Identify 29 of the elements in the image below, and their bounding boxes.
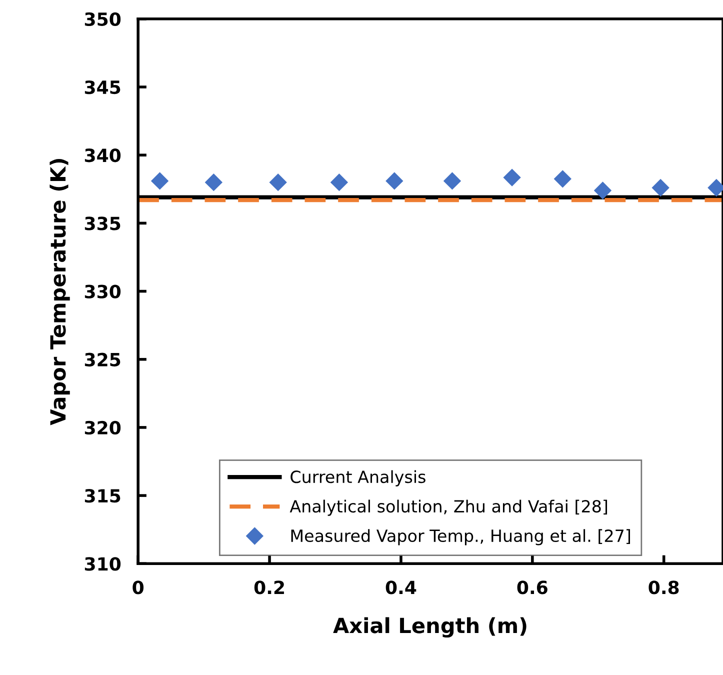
point [652,179,670,196]
y-tick-label: 345 [84,80,120,94]
point [594,182,612,200]
y-tick-label: 310 [84,557,121,571]
point [151,172,168,190]
y-tick-label: 350 [84,12,121,26]
x-tick-label: 0.6 [517,580,548,594]
y-tick-label: 330 [84,284,121,298]
point [205,174,222,191]
x-axis-title: Axial Length (m) [333,617,526,638]
x-tick-label: 0 [132,580,144,594]
point [503,169,521,186]
y-tick-label: 315 [84,488,120,503]
point [270,174,287,191]
y-tick-label: 320 [84,420,121,435]
legend-label: Current Analysis [290,470,426,486]
point [386,172,403,190]
y-tick-label: 335 [84,216,120,230]
x-tick-label: 0.8 [648,580,679,594]
y-axis-title: Vapor Temperature (K) [50,159,70,426]
legend-label: Analytical solution, Zhu and Vafai [28] [290,500,608,516]
legend-label: Measured Vapor Temp., Huang et al. [27] [291,529,630,546]
x-tick-label: 0.4 [386,580,416,594]
y-tick-label: 325 [84,352,120,366]
point [444,172,461,190]
point [554,170,572,188]
x-tick-label: 0.2 [254,580,284,594]
point [330,174,348,191]
y-tick-label: 340 [84,148,121,162]
